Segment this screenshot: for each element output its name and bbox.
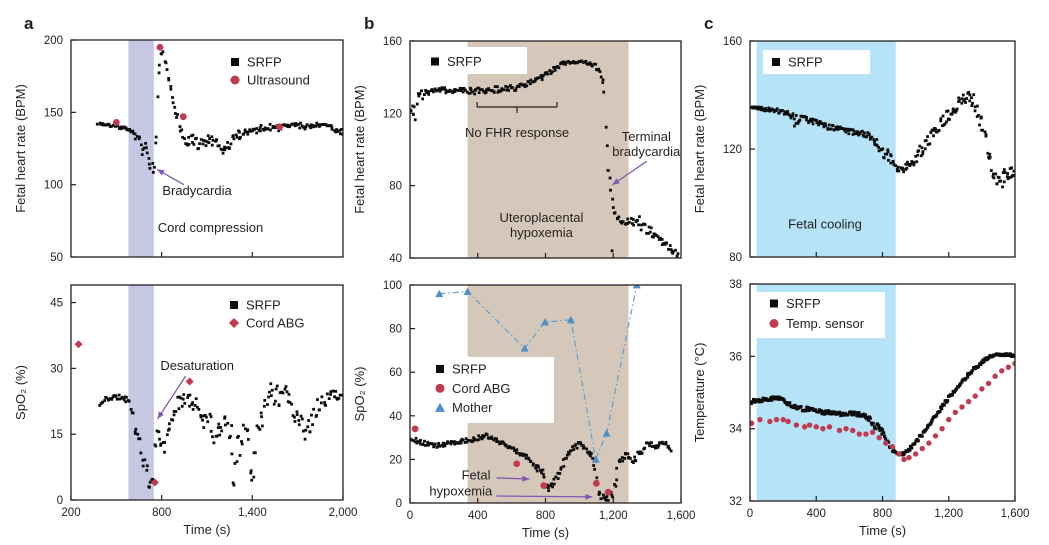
annotation: No FHR response <box>465 125 569 140</box>
svg-text:100: 100 <box>44 180 63 192</box>
svg-text:1,600: 1,600 <box>667 510 696 522</box>
svg-text:1,600: 1,600 <box>1001 508 1030 520</box>
svg-text:50: 50 <box>50 252 63 264</box>
legend-b-bottom: SRFP Cord ABG Mother <box>424 357 554 423</box>
y-axis-label: Temperature (°C) <box>692 343 707 443</box>
svg-text:38: 38 <box>729 279 742 291</box>
svg-text:80: 80 <box>729 252 742 264</box>
svg-text:Temp. sensor: Temp. sensor <box>786 316 865 331</box>
svg-text:Cord ABG: Cord ABG <box>452 381 511 396</box>
x-axis-label: Time (s) <box>859 523 906 538</box>
svg-text:40: 40 <box>389 253 402 265</box>
svg-text:150: 150 <box>44 107 63 119</box>
y-axis-label: Fetal heart rate (BPM) <box>692 85 707 214</box>
svg-text:SRFP: SRFP <box>786 296 821 311</box>
svg-text:0: 0 <box>747 508 753 520</box>
legend-a-bottom: SRFP Cord ABG <box>229 298 305 331</box>
chart-c-top: SRFP Fetal cooling 80 120 160 Fetal heart rat… <box>692 36 1016 264</box>
svg-text:1,200: 1,200 <box>934 508 963 520</box>
svg-text:20: 20 <box>389 454 402 466</box>
svg-text:Mother: Mother <box>452 400 493 415</box>
svg-text:0: 0 <box>57 495 63 507</box>
svg-text:200: 200 <box>44 35 63 47</box>
svg-text:120: 120 <box>723 144 742 156</box>
svg-text:160: 160 <box>723 36 742 48</box>
svg-text:SRFP: SRFP <box>247 55 282 70</box>
svg-text:34: 34 <box>729 424 742 436</box>
annotation: Fetal <box>462 468 491 483</box>
legend-b-top: SRFP <box>411 47 527 74</box>
svg-text:60: 60 <box>389 367 402 379</box>
svg-text:800: 800 <box>873 508 892 520</box>
svg-text:1,200: 1,200 <box>599 510 628 522</box>
svg-text:0: 0 <box>407 510 413 522</box>
svg-text:SRFP: SRFP <box>452 362 487 377</box>
svg-text:100: 100 <box>383 280 402 292</box>
svg-text:80: 80 <box>389 324 402 336</box>
svg-text:200: 200 <box>61 507 80 519</box>
svg-text:15: 15 <box>50 429 63 441</box>
chart-a-bottom: SRFP Cord ABG Desaturation 200 800 1,400 2,000… <box>13 284 358 537</box>
svg-text:800: 800 <box>536 510 555 522</box>
annotation: bradycardia <box>612 144 681 159</box>
y-axis-label: SpO₂ (%) <box>352 367 367 422</box>
svg-text:SRFP: SRFP <box>447 54 482 69</box>
y-axis-label: SpO₂ (%) <box>13 365 28 420</box>
svg-text:800: 800 <box>152 507 171 519</box>
x-axis-label: Time (s) <box>183 522 230 537</box>
annotation: hypoxemia <box>510 225 574 240</box>
svg-text:SRFP: SRFP <box>788 55 823 70</box>
svg-text:Cord ABG: Cord ABG <box>246 316 305 331</box>
svg-text:80: 80 <box>389 181 402 193</box>
svg-text:32: 32 <box>729 496 742 508</box>
x-axis-label: Time (s) <box>522 525 569 540</box>
svg-text:30: 30 <box>50 363 63 375</box>
annotation: Bradycardia <box>162 183 232 198</box>
svg-text:1,400: 1,400 <box>238 507 267 519</box>
annotation: Uteroplacental <box>500 210 584 225</box>
svg-text:Ultrasound: Ultrasound <box>247 73 310 88</box>
chart-c-bottom: SRFP Temp. sensor 0 400 800 1,200 1,600 32 34 36 3… <box>692 279 1029 538</box>
annotation: Desaturation <box>160 358 234 373</box>
svg-text:SRFP: SRFP <box>246 298 281 313</box>
panel-label-b: b <box>364 14 375 33</box>
y-axis-label: Fetal heart rate (BPM) <box>352 85 367 214</box>
legend-c-bottom: SRFP Temp. sensor <box>756 292 885 338</box>
svg-text:400: 400 <box>468 510 487 522</box>
chart-a-top: SRFP Ultrasound Bradycardia Cord compressio… <box>13 35 344 264</box>
svg-text:40: 40 <box>389 411 402 423</box>
svg-text:160: 160 <box>383 36 402 48</box>
legend-c-top: SRFP <box>763 50 870 74</box>
svg-text:36: 36 <box>729 351 742 363</box>
annotation: Terminal <box>622 129 671 144</box>
annotation: hypoxemia <box>429 484 493 499</box>
y-axis-label: Fetal heart rate (BPM) <box>13 84 28 213</box>
annotation: Fetal cooling <box>788 217 862 232</box>
annotation: Cord compression <box>158 220 264 235</box>
panel-label-a: a <box>24 14 34 33</box>
legend-a-top: SRFP Ultrasound <box>230 55 310 88</box>
svg-text:45: 45 <box>50 298 63 310</box>
svg-text:0: 0 <box>396 498 402 510</box>
panel-label-c: c <box>704 14 714 33</box>
svg-text:400: 400 <box>807 508 826 520</box>
svg-text:120: 120 <box>383 108 402 120</box>
svg-text:2,000: 2,000 <box>329 507 358 519</box>
